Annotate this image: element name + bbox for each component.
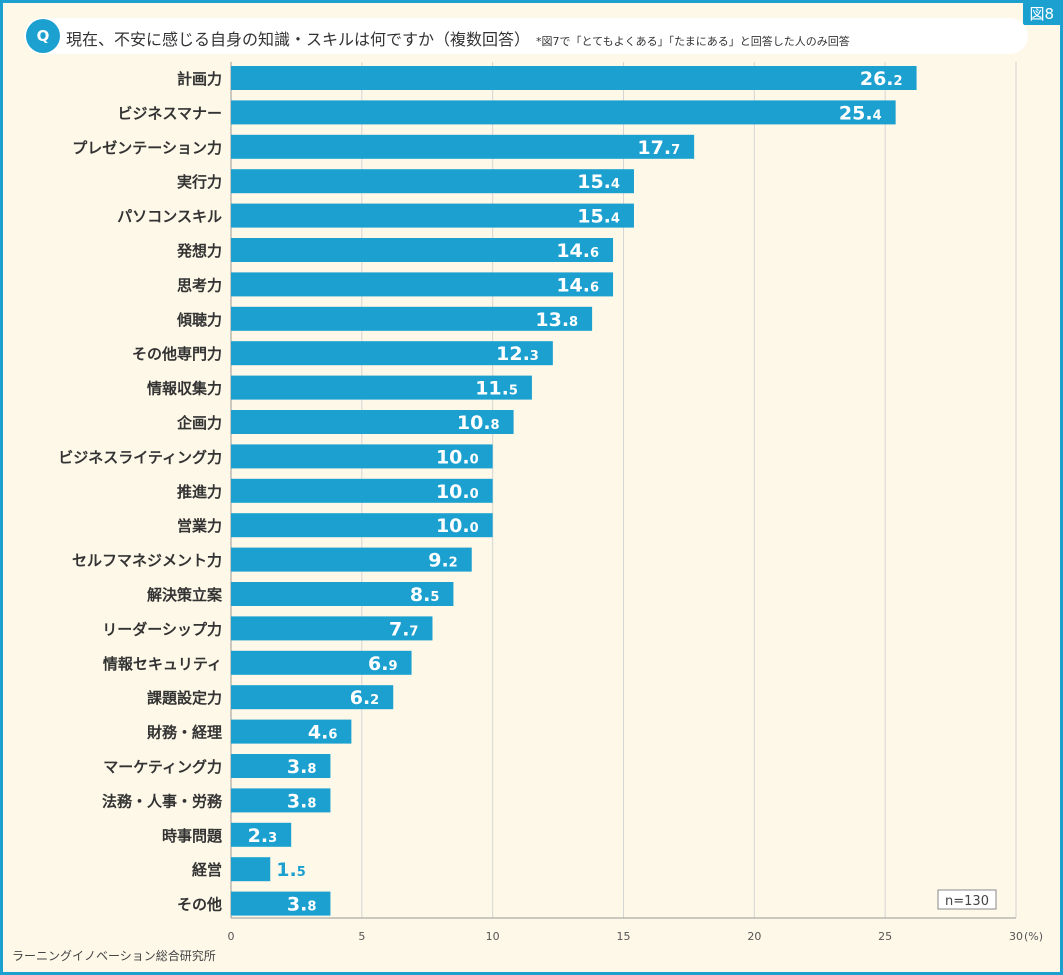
source-credit: ラーニングイノベーション総合研究所 xyxy=(12,949,216,963)
category-label: 財務・経理 xyxy=(146,724,222,742)
x-tick-label: 10 xyxy=(486,930,500,943)
category-label: ビジネスマナー xyxy=(117,104,222,122)
data-label: 14.6 xyxy=(556,274,599,296)
x-tick-label: 30 xyxy=(1009,930,1023,943)
category-label: その他 xyxy=(177,896,222,914)
bar xyxy=(231,685,394,710)
sample-size-label: n=130 xyxy=(945,894,989,909)
chart-title-note: *図7で「とてもよくある」「たまにある」と回答した人のみ回答 xyxy=(536,35,850,48)
bar xyxy=(231,169,634,194)
data-label: 7.7 xyxy=(389,618,419,640)
data-label: 17.7 xyxy=(637,137,680,159)
category-label: 推進力 xyxy=(177,483,222,501)
bar xyxy=(231,238,614,262)
bar xyxy=(231,822,292,847)
data-label: 6.9 xyxy=(368,653,398,675)
data-label: 10.0 xyxy=(436,481,479,503)
bar xyxy=(231,513,493,538)
category-label: 傾聴力 xyxy=(176,311,222,329)
data-label: 14.6 xyxy=(556,240,599,262)
category-label: 解決策立案 xyxy=(147,586,223,604)
category-label: セルフマネジメント力 xyxy=(72,552,222,570)
data-label: 2.3 xyxy=(248,825,278,847)
bar xyxy=(231,66,917,90)
category-label: リーダーシップ力 xyxy=(102,620,222,638)
category-label: パソコンスキル xyxy=(117,208,222,226)
title-bar xyxy=(24,18,1028,54)
data-label: 10.0 xyxy=(436,446,479,468)
category-label: 情報収集力 xyxy=(147,380,222,398)
category-label: その他専門力 xyxy=(132,345,222,363)
category-label: 課題設定力 xyxy=(147,689,222,707)
bar xyxy=(231,134,695,159)
data-label: 10.8 xyxy=(457,412,500,434)
category-label: 経営 xyxy=(192,861,222,879)
category-label: ビジネスライティング力 xyxy=(58,448,222,466)
x-tick-label: 20 xyxy=(747,930,761,943)
chart-title-main: 現在、不安に感じる自身の知識・スキルは何ですか（複数回答） xyxy=(66,30,531,49)
bar xyxy=(231,650,412,675)
data-label: 8.5 xyxy=(410,584,440,606)
bar xyxy=(231,272,614,297)
x-tick-label: 15 xyxy=(617,930,631,943)
x-tick-label: 0 xyxy=(228,930,235,943)
category-label: 企画力 xyxy=(176,414,222,432)
x-tick-label: 25 xyxy=(878,930,892,943)
data-label: 13.8 xyxy=(535,309,578,331)
data-label: 25.4 xyxy=(839,102,882,124)
category-label: 発想力 xyxy=(176,242,222,260)
bar xyxy=(231,788,331,813)
figure-label: 図8 xyxy=(1023,3,1060,25)
bar xyxy=(231,478,493,503)
bar xyxy=(231,444,493,469)
data-label: 11.5 xyxy=(475,378,518,400)
category-label: 思考力 xyxy=(177,276,222,294)
sample-size-box xyxy=(937,889,997,910)
bar xyxy=(231,375,532,400)
bar xyxy=(231,547,472,572)
data-label: 4.6 xyxy=(308,722,338,744)
bar xyxy=(231,754,331,778)
data-label: 3.8 xyxy=(287,756,317,778)
data-label: 6.2 xyxy=(350,687,380,709)
data-label: 9.2 xyxy=(428,550,458,572)
data-label: 12.3 xyxy=(496,343,539,365)
data-label: 3.8 xyxy=(287,894,317,916)
bar xyxy=(231,410,514,434)
category-label: 営業力 xyxy=(177,517,222,535)
question-badge: Q xyxy=(26,19,60,53)
category-label: マーケティング力 xyxy=(103,758,222,776)
bar xyxy=(231,616,433,641)
category-label: 時事問題 xyxy=(162,827,223,845)
data-label: 10.0 xyxy=(436,515,479,537)
x-unit-label: (%) xyxy=(1024,930,1043,943)
category-label: 情報セキュリティ xyxy=(103,655,222,673)
category-label: 計画力 xyxy=(177,70,222,88)
bar xyxy=(231,100,896,125)
bar xyxy=(231,203,634,228)
data-label: 26.2 xyxy=(860,68,903,90)
bar xyxy=(231,719,352,744)
bar xyxy=(231,891,331,916)
category-label: 実行力 xyxy=(177,173,222,191)
data-label: 15.4 xyxy=(577,171,620,193)
bar xyxy=(231,857,271,882)
bar xyxy=(231,306,593,331)
chart-title: 現在、不安に感じる自身の知識・スキルは何ですか（複数回答） *図7で「とてもよくあ… xyxy=(66,26,850,50)
data-label: 3.8 xyxy=(287,790,317,812)
x-tick-label: 5 xyxy=(358,930,365,943)
data-label: 1.5 xyxy=(276,859,306,881)
category-label: プレゼンテーション力 xyxy=(72,139,222,157)
category-label: 法務・人事・労務 xyxy=(102,792,223,810)
data-label: 15.4 xyxy=(577,206,620,228)
bar xyxy=(231,582,454,606)
bar xyxy=(231,341,553,366)
